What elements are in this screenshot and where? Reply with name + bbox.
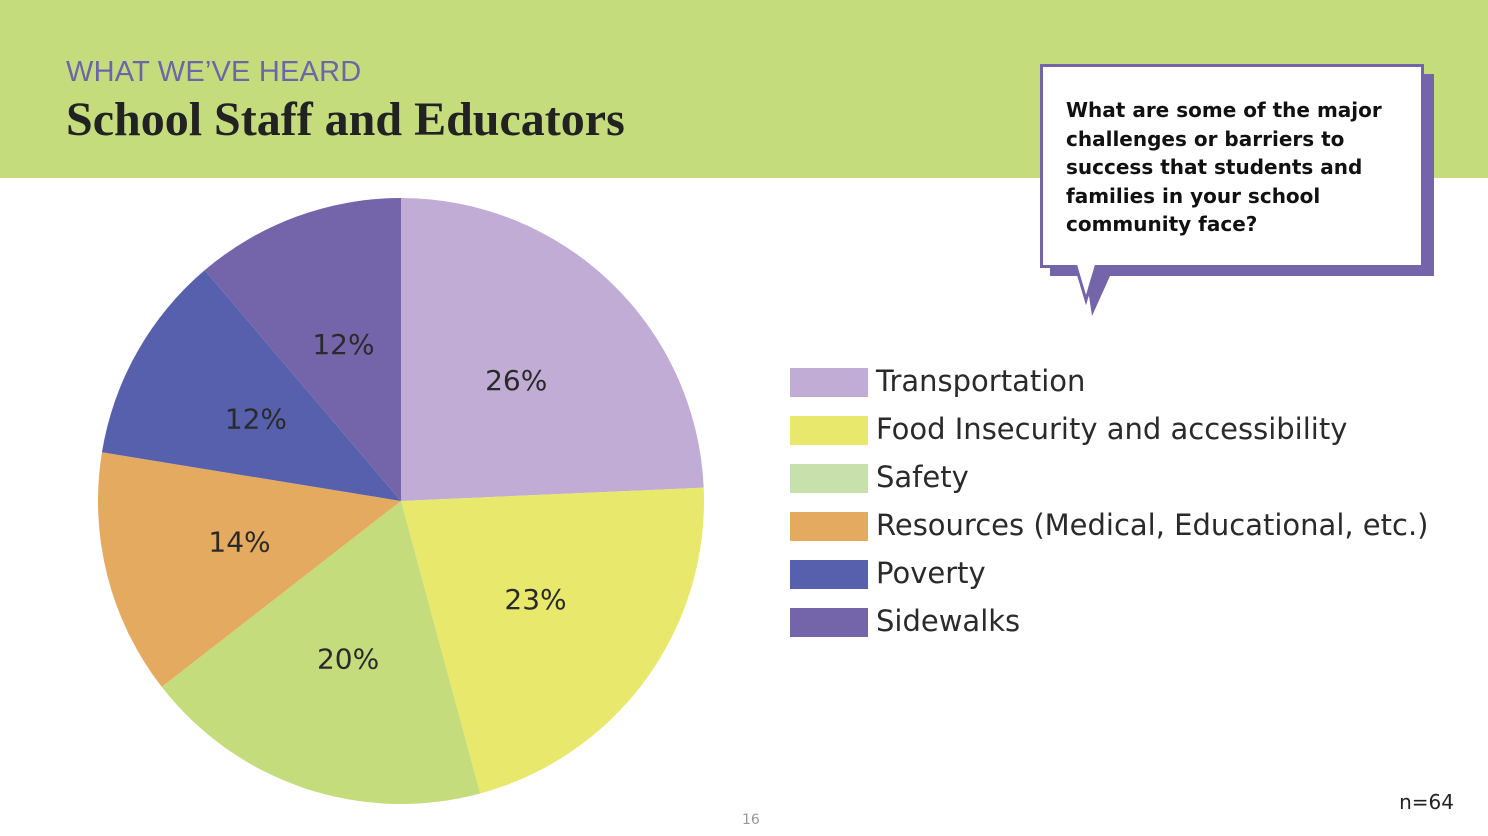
question-text: What are some of the major challenges or… <box>1066 98 1382 236</box>
legend-label: Sidewalks <box>876 604 1021 638</box>
page-title: School Staff and Educators <box>66 93 625 146</box>
section-eyebrow: WHAT WE’VE HEARD <box>66 56 362 88</box>
pie-label-food-insecurity-and-accessibility: 23% <box>504 583 566 616</box>
pie-slice-sidewalks <box>204 198 401 501</box>
pie-slice-food-insecurity-and-accessibility <box>401 487 704 794</box>
page-number: 16 <box>742 812 760 828</box>
legend-label: Poverty <box>876 556 986 590</box>
pie-slice-poverty <box>101 270 402 501</box>
pie-label-poverty: 12% <box>225 403 287 436</box>
pie-slice-safety <box>161 501 481 804</box>
legend-swatch <box>790 608 868 637</box>
legend-swatch <box>790 368 868 397</box>
legend-label: Transportation <box>876 364 1086 398</box>
pie-chart: 26% 23% 20% 14% 12% 12% <box>97 198 704 804</box>
legend-label: Resources (Medical, Educational, etc.) <box>876 508 1429 542</box>
question-callout: What are some of the major challenges or… <box>1040 64 1434 316</box>
legend-label: Food Insecurity and accessibility <box>876 412 1348 446</box>
pie-label-sidewalks: 12% <box>312 328 374 361</box>
legend-swatch <box>790 512 868 541</box>
pie-label-transportation: 26% <box>485 364 547 397</box>
legend-swatch <box>790 464 868 493</box>
speech-bubble-shape <box>1040 64 1434 316</box>
legend-swatch <box>790 560 868 589</box>
sample-size: n=64 <box>1399 790 1454 814</box>
legend-label: Safety <box>876 460 969 494</box>
pie-label-safety: 20% <box>317 643 379 676</box>
legend-swatch <box>790 416 868 445</box>
pie-slice-resources-medical-educational-etc <box>97 452 401 687</box>
pie-slice-transportation <box>401 198 704 501</box>
pie-label-resources-medical-educational-etc: 14% <box>208 526 270 559</box>
